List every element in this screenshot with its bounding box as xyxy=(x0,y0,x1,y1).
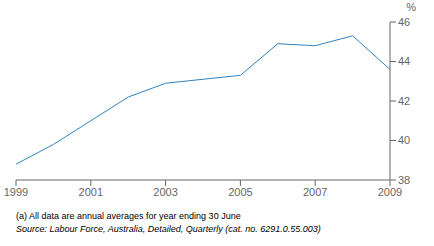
svg-text:2005: 2005 xyxy=(228,186,252,198)
html-text:Source: Labour Force, Australi: Source: Labour Force, Australia, Detaile… xyxy=(16,224,321,234)
svg-text:38: 38 xyxy=(398,174,410,186)
svg-text:40: 40 xyxy=(398,134,410,146)
svg-text:44: 44 xyxy=(398,55,410,67)
svg-text:2009: 2009 xyxy=(378,186,402,198)
svg-text:2003: 2003 xyxy=(153,186,177,198)
svg-text:42: 42 xyxy=(398,95,410,107)
svg-text:46: 46 xyxy=(398,16,410,28)
svg-text:1999: 1999 xyxy=(8,186,28,198)
svg-text:2007: 2007 xyxy=(303,186,327,198)
html-text:(a) All data are annual averag: (a) All data are annual averages for yea… xyxy=(16,211,241,221)
svg-text:2001: 2001 xyxy=(79,186,103,198)
